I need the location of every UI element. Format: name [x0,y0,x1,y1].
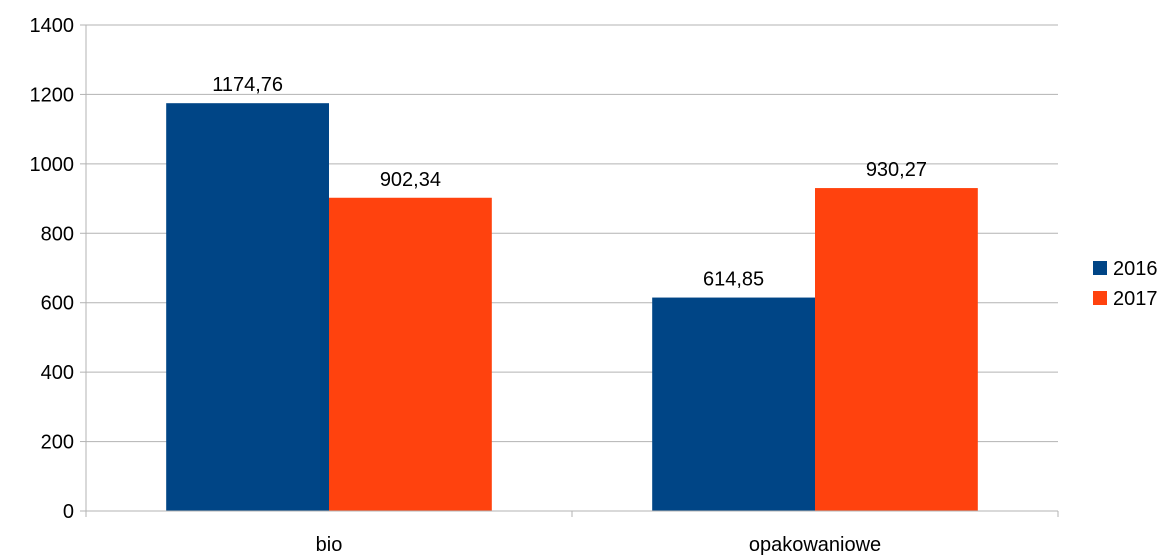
bar-bio-2016 [166,103,329,511]
y-tick-label: 1200 [30,84,75,106]
y-tick-label: 1400 [30,15,75,37]
legend-swatch-2017 [1093,291,1107,305]
data-label-bio-2017: 902,34 [380,169,441,191]
legend-swatch-2016 [1093,261,1107,275]
bars [166,103,978,512]
axes: 0 200 400 600 800 1000 1200 1400 bio opakowaniowe [30,15,1059,556]
y-tick-label: 1000 [30,154,75,176]
bar-opakowaniowe-2016 [652,297,815,511]
x-category-label: opakowaniowe [749,534,881,556]
legend-label-2017: 2017 [1113,288,1158,310]
bar-opakowaniowe-2017 [815,188,978,511]
legend: 2016 2017 [1093,258,1158,310]
y-tick-label: 400 [41,362,74,384]
y-tick-label: 0 [63,501,74,523]
y-tick-label: 200 [41,432,74,454]
data-label-opakowaniowe-2017: 930,27 [866,159,927,181]
data-label-opakowaniowe-2016: 614,85 [703,269,764,291]
y-tick-label: 800 [41,223,74,245]
y-tick-label: 600 [41,293,74,315]
legend-label-2016: 2016 [1113,258,1158,280]
bar-bio-2017 [329,197,492,512]
x-category-label: bio [316,534,343,556]
data-label-bio-2016: 1174,76 [212,74,283,96]
data-labels: 1174,76 902,34 614,85 930,27 [212,74,927,290]
